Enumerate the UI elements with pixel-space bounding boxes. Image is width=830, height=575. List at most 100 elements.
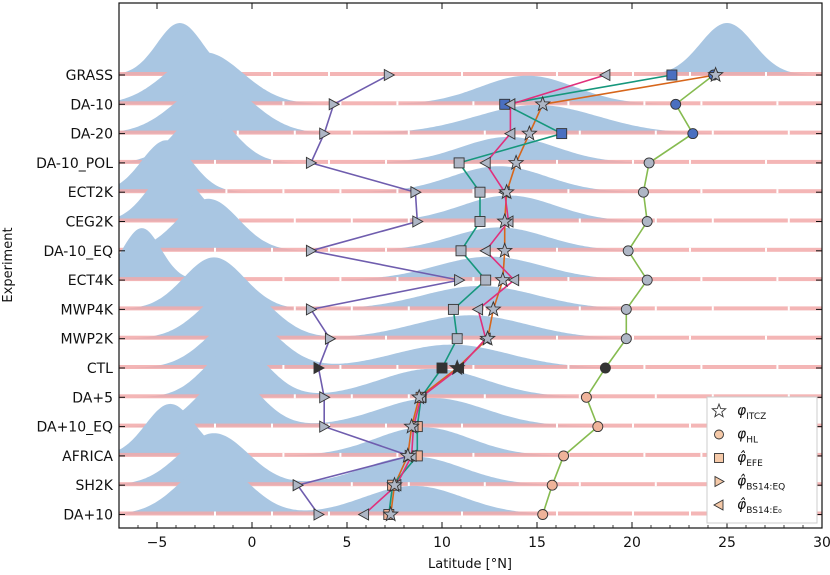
ridge-gap	[214, 511, 216, 516]
ridge-gap	[654, 482, 657, 487]
ridge-baseline	[119, 218, 822, 223]
legend-marker-tri-left	[713, 499, 724, 511]
ridge-gap	[396, 277, 399, 282]
marker-tri-left-MWP4K	[471, 303, 484, 316]
line-φ̂_BS14:E₀	[363, 74, 606, 516]
ridge-gap	[350, 218, 353, 223]
ridge-gap	[578, 394, 581, 399]
ridge-gap	[765, 247, 767, 252]
ridge-gap	[578, 306, 581, 311]
marker-tri-right-SH2K	[292, 478, 305, 492]
ridge-baseline	[119, 365, 822, 369]
ridge-gap	[689, 423, 691, 428]
marker-square-DA-20	[556, 128, 568, 140]
marker-square-DA-10_EQ	[455, 245, 467, 257]
y-tick-label: DA-10	[70, 97, 113, 113]
ridge-gap	[396, 101, 399, 106]
line-φ̂_EFE	[388, 74, 673, 515]
ridge-baseline	[119, 511, 822, 516]
ridge-gap	[293, 130, 296, 135]
ridge-gap	[711, 130, 714, 135]
ridge-gap	[339, 189, 342, 194]
ridge-gap	[556, 72, 558, 76]
marker-star-DA+10_EQ	[403, 417, 420, 434]
ridge-gap	[461, 423, 463, 428]
ridge-baseline	[119, 423, 822, 428]
ridge-density	[119, 257, 822, 310]
legend-marker-square	[714, 453, 724, 463]
ridge-gap	[483, 482, 486, 487]
x-tick-label: 5	[343, 535, 352, 551]
ridge-gap	[225, 189, 228, 194]
marker-star-ECT4K	[494, 271, 512, 288]
ridge-DA+5	[119, 345, 822, 399]
marker-star-DA+5	[410, 388, 428, 405]
ridge-density	[119, 316, 822, 368]
ridge-gap	[556, 335, 558, 340]
legend: φITCZ φHL φ̂EFE φ̂BS14:EQ φ̂BS14:E₀	[706, 396, 818, 524]
x-tick-label: 0	[248, 535, 257, 551]
y-tick-label: DA-10_POL	[36, 156, 113, 172]
y-tick-label: GRASS	[66, 68, 113, 84]
ridge-gap	[689, 247, 691, 252]
ridge-gap	[407, 130, 410, 135]
ridge-gap	[556, 423, 558, 428]
y-tick-label: DA-10_EQ	[43, 244, 113, 260]
marker-square-MWP4K	[447, 303, 459, 315]
ridge-gap	[643, 365, 646, 369]
marker-tri-right-GRASS	[383, 68, 396, 82]
ridge-gap	[350, 394, 353, 399]
ridge-density	[119, 345, 822, 398]
ridge-baseline	[119, 452, 822, 457]
ridge-density	[119, 110, 822, 163]
series-markers	[292, 66, 724, 522]
ridge-gap	[282, 365, 285, 369]
marker-square-DA-10_POL	[453, 157, 465, 169]
marker-tri-left-DA-10	[503, 98, 516, 111]
marker-tri-right-ECT4K	[454, 273, 466, 287]
y-tick-label: DA+10	[63, 508, 113, 524]
legend-marker-circle	[714, 429, 724, 440]
ridge-gap	[271, 159, 273, 164]
marker-circle-DA-10_POL	[643, 157, 655, 169]
marker-circle-DA-10_EQ	[622, 245, 634, 257]
ridge-baseline	[119, 247, 822, 252]
ridge-density	[119, 198, 822, 251]
marker-tri-left-DA-10_EQ	[479, 244, 491, 258]
ridge-gap	[282, 452, 285, 457]
ridge-gap	[700, 365, 703, 369]
ridge-gap	[328, 72, 330, 76]
marker-tri-right-MWP2K	[324, 332, 337, 345]
marker-circle-MWP4K	[620, 303, 632, 315]
ridge-gap	[396, 365, 399, 369]
ridge-gap	[282, 277, 285, 282]
y-tick-label: DA+5	[72, 390, 113, 406]
marker-circle-SH2K	[546, 479, 558, 491]
ridge-gap	[567, 101, 570, 106]
marker-tri-right-DA-10_POL	[305, 156, 318, 170]
marker-circle-AFRICA	[558, 450, 570, 462]
ridge-gap	[271, 247, 273, 252]
marker-star-DA-10	[534, 95, 552, 112]
ridge-gap	[556, 247, 558, 252]
marker-square-CEG2K	[474, 216, 486, 227]
marker-tri-right-DA-10	[328, 98, 341, 111]
ridge-gap	[214, 159, 216, 164]
ridge-gap	[711, 306, 714, 311]
ridge-baseline	[119, 189, 822, 194]
ridge-gap	[472, 452, 475, 457]
plot-frame	[118, 2, 823, 529]
ridge-gap	[328, 247, 330, 252]
y-tick-label: SH2K	[75, 478, 113, 494]
marker-star-GRASS	[707, 66, 724, 83]
marker-tri-right-DA+10	[313, 508, 325, 521]
marker-square-MWP2K	[451, 333, 463, 345]
legend-label: φITCZ	[737, 403, 766, 422]
marker-tri-left-DA-20	[503, 127, 516, 140]
marker-circle-DA+10_EQ	[592, 421, 604, 433]
ridge-baseline	[119, 394, 822, 399]
ridge-gap	[461, 511, 463, 516]
marker-tri-right-DA-20	[319, 127, 331, 140]
ridge-gap	[472, 365, 475, 369]
